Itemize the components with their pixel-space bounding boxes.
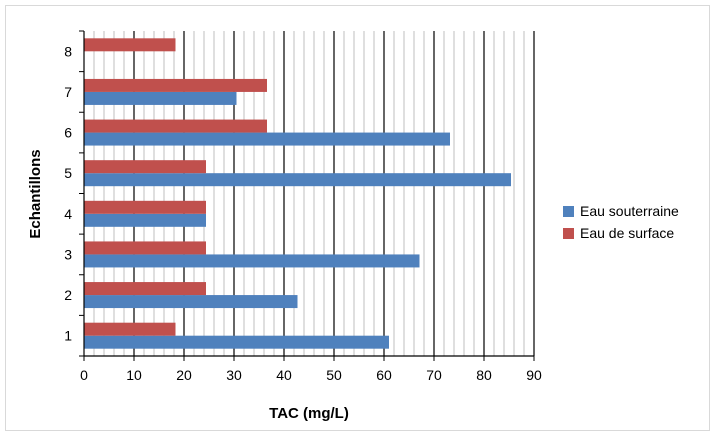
bar-eau-souterraine-2 — [84, 295, 298, 309]
y-tick-label: 8 — [64, 43, 72, 59]
legend-swatch — [563, 206, 574, 217]
bars — [84, 38, 511, 349]
bar-eau-de-surface-6 — [84, 119, 267, 133]
x-tick-label: 60 — [376, 367, 392, 383]
x-tick-label: 10 — [126, 367, 142, 383]
bar-eau-de-surface-4 — [84, 200, 206, 214]
x-tick-label: 20 — [176, 367, 192, 383]
axes: 0 10 20 30 40 50 60 70 80 90 1 2 3 4 5 6 7 8 — [64, 30, 542, 383]
y-tick-label: 7 — [64, 84, 72, 100]
bar-eau-de-surface-8 — [84, 38, 176, 52]
x-tick-label: 50 — [326, 367, 342, 383]
bar-eau-souterraine-1 — [84, 335, 389, 349]
legend-label: Eau souterraine — [580, 203, 679, 219]
bar-eau-souterraine-3 — [84, 254, 420, 268]
x-tick-label: 80 — [476, 367, 492, 383]
y-tick-label: 2 — [64, 287, 72, 303]
y-tick-label: 3 — [64, 246, 72, 262]
legend-swatch — [563, 228, 574, 239]
legend: Eau souterraine Eau de surface — [563, 203, 679, 241]
y-axis-label: Echantillons — [27, 149, 44, 238]
y-tick-label: 4 — [64, 206, 72, 222]
x-axis-label: TAC (mg/L) — [269, 405, 349, 422]
bar-eau-souterraine-6 — [84, 132, 450, 146]
y-tick-label: 6 — [64, 125, 72, 141]
bar-eau-de-surface-5 — [84, 160, 206, 174]
bar-eau-souterraine-4 — [84, 213, 206, 227]
y-tick-label: 1 — [64, 328, 72, 344]
x-tick-label: 0 — [80, 367, 88, 383]
bar-eau-souterraine-7 — [84, 91, 237, 105]
x-tick-label: 40 — [276, 367, 292, 383]
bar-eau-de-surface-2 — [84, 282, 206, 296]
y-tick-label: 5 — [64, 165, 72, 181]
x-tick-label: 70 — [426, 367, 442, 383]
bar-eau-de-surface-7 — [84, 78, 267, 92]
x-tick-label: 90 — [526, 367, 542, 383]
bar-eau-souterraine-5 — [84, 173, 511, 187]
bar-eau-de-surface-1 — [84, 322, 176, 336]
legend-label: Eau de surface — [580, 225, 674, 241]
bar-eau-de-surface-3 — [84, 241, 206, 255]
x-tick-label: 30 — [226, 367, 242, 383]
